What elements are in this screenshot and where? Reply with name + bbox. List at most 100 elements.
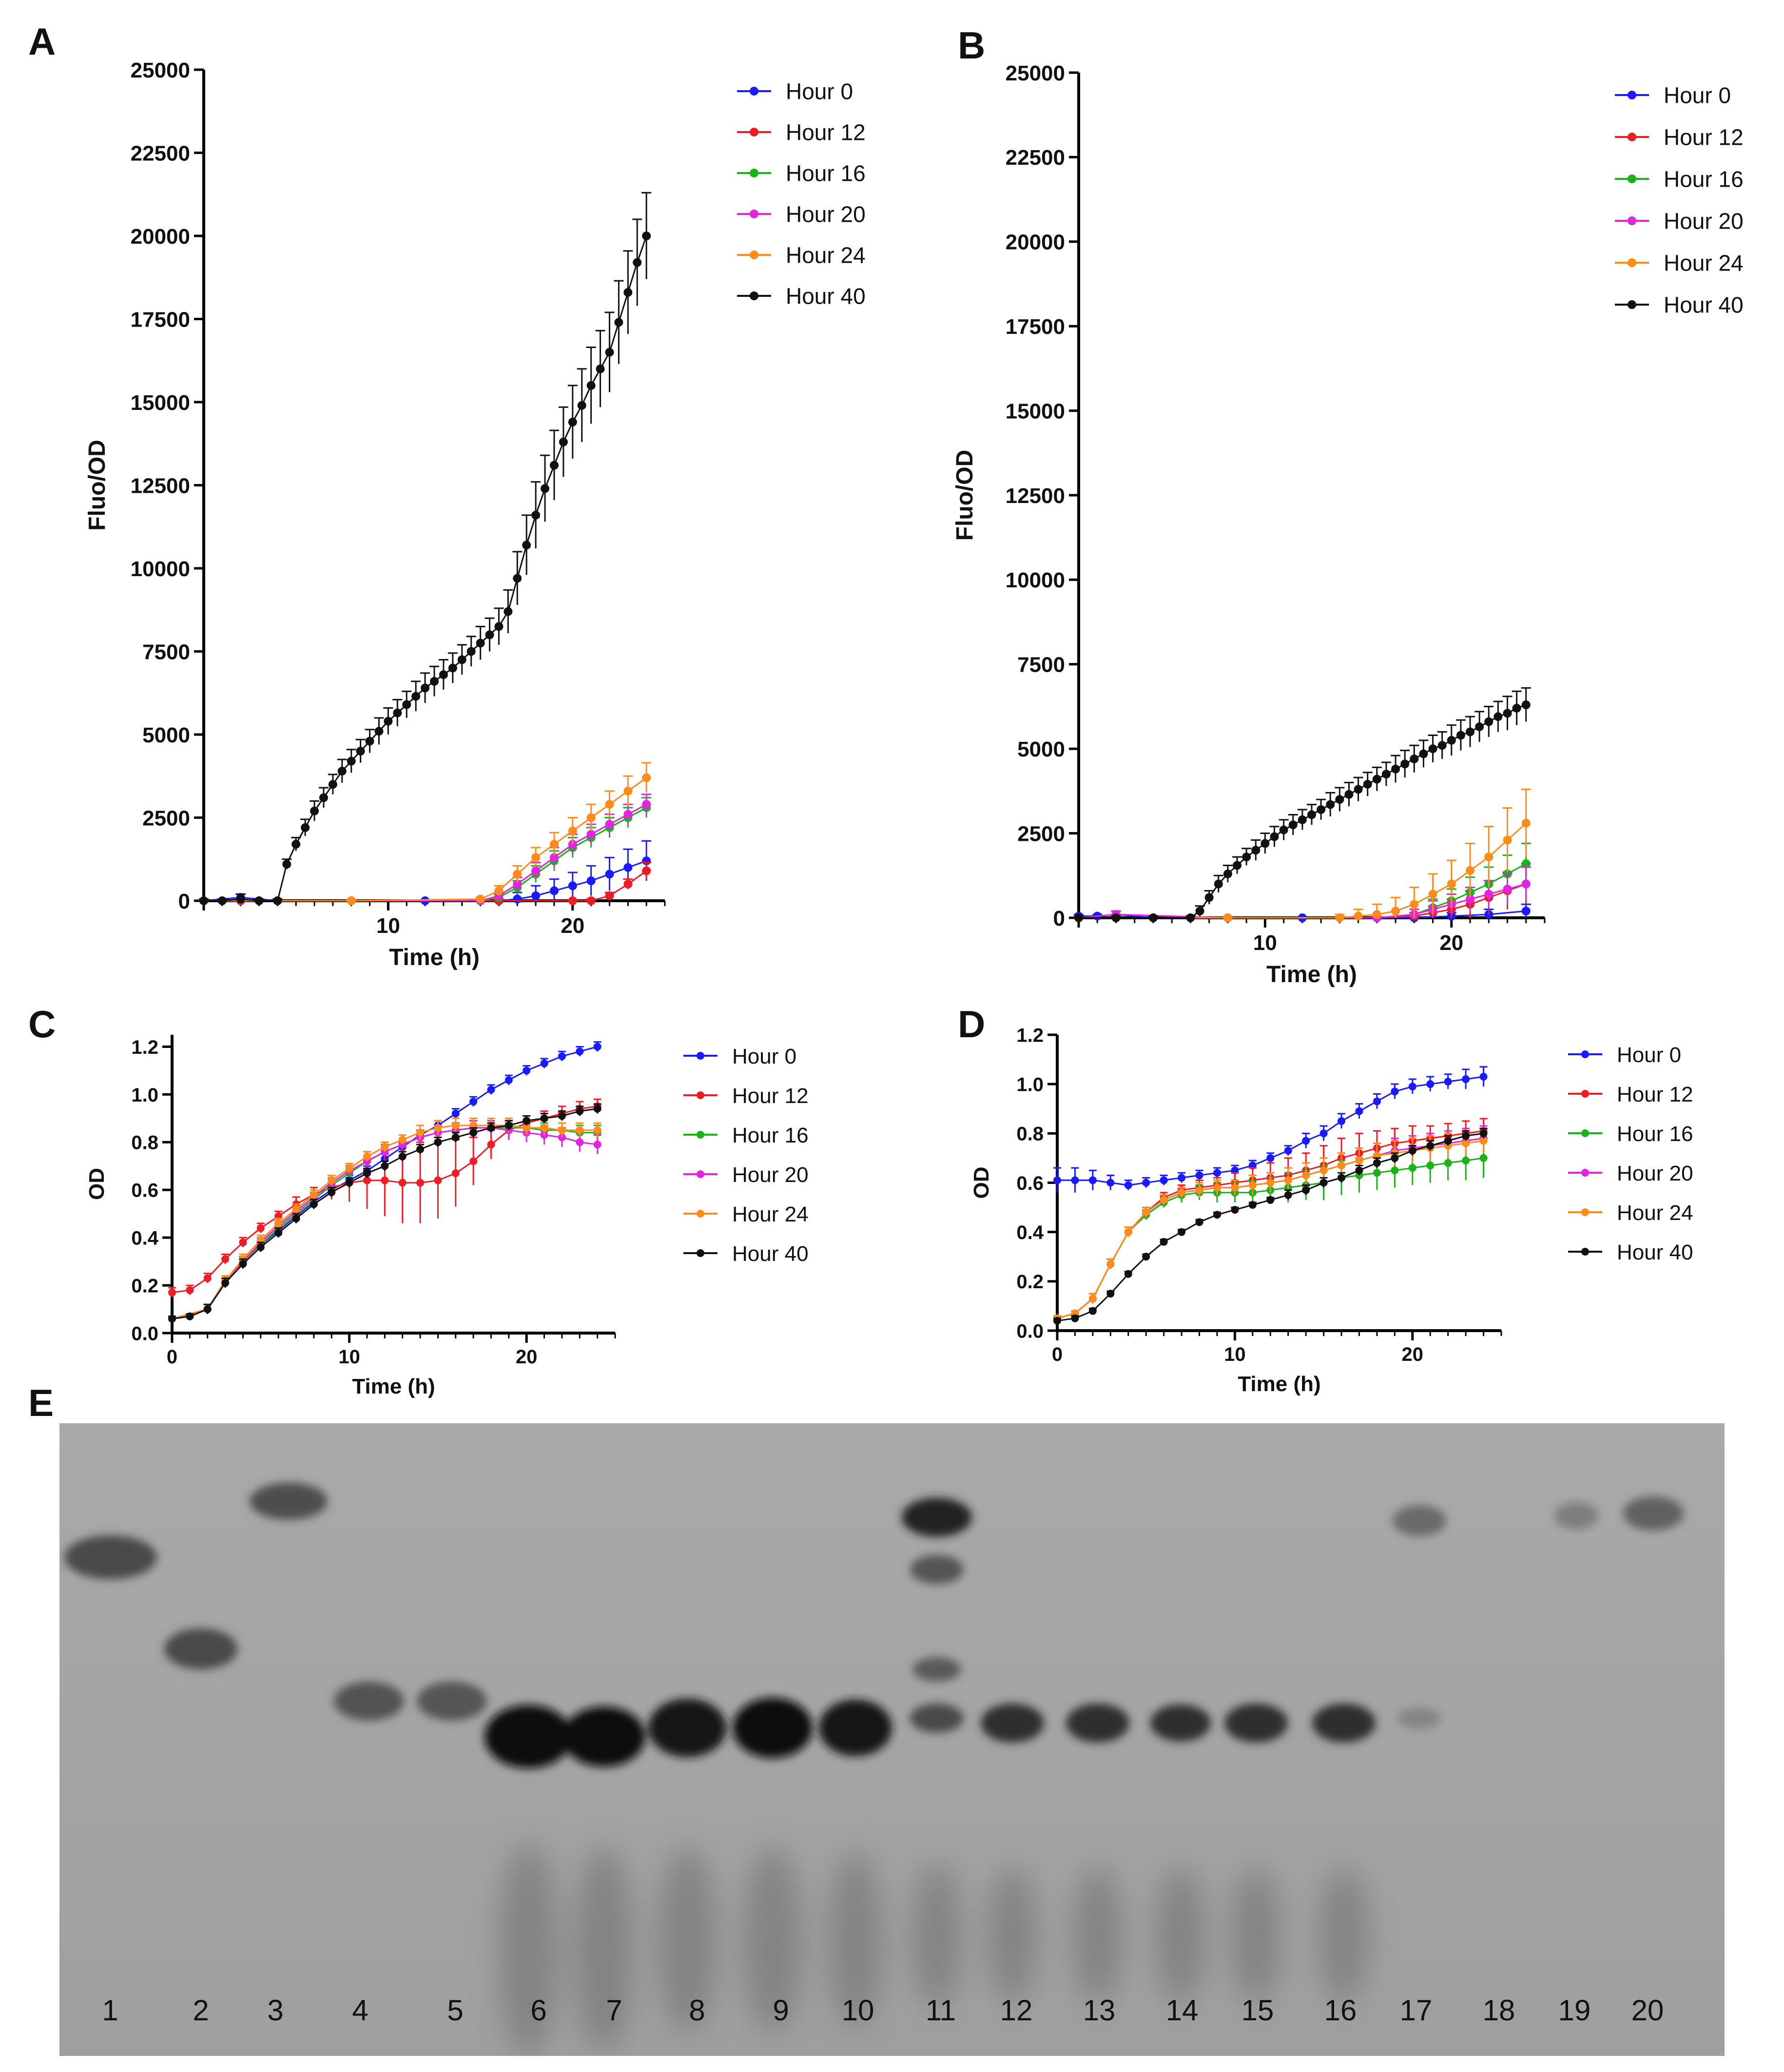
data-point xyxy=(1213,1169,1221,1177)
data-point xyxy=(593,1104,601,1113)
data-point xyxy=(1088,1295,1097,1303)
data-point xyxy=(568,417,577,426)
legend-label: Hour 0 xyxy=(1664,83,1731,108)
data-point xyxy=(1444,1137,1452,1145)
data-point xyxy=(1223,913,1232,922)
series-hour-40 xyxy=(1053,1127,1488,1325)
series-line xyxy=(204,803,647,902)
data-point xyxy=(1053,1176,1061,1184)
data-point xyxy=(558,1112,566,1120)
series-line xyxy=(1079,883,1527,919)
data-point xyxy=(549,840,559,849)
y-tick-label: 0.4 xyxy=(131,1228,158,1249)
data-point xyxy=(523,1066,531,1075)
data-point xyxy=(513,894,522,904)
data-point xyxy=(576,1138,584,1146)
gel-lane-label: 11 xyxy=(925,1994,956,2027)
data-point xyxy=(1391,907,1400,916)
series-hour-0 xyxy=(199,840,652,905)
data-point xyxy=(1111,913,1121,922)
data-point xyxy=(1462,1156,1470,1164)
data-point xyxy=(1338,1162,1346,1170)
gel-band-lane-12 xyxy=(981,1704,1044,1743)
data-point xyxy=(291,840,301,849)
data-point xyxy=(1475,722,1484,732)
data-point xyxy=(568,896,577,905)
gel-lane-label: 13 xyxy=(1083,1994,1116,2027)
data-point xyxy=(577,401,586,410)
data-point xyxy=(1266,1179,1275,1187)
series-hour-16 xyxy=(199,797,652,905)
data-point xyxy=(1512,703,1521,713)
data-point xyxy=(1148,913,1158,922)
data-point xyxy=(1088,1307,1097,1315)
y-tick-label: 25000 xyxy=(131,58,190,82)
gel-lane-label: 16 xyxy=(1324,1994,1357,2027)
data-point xyxy=(1462,1139,1470,1147)
legend-marker xyxy=(697,1052,704,1060)
x-tick-label: 10 xyxy=(1224,1344,1246,1365)
gel-band-lane-10 xyxy=(819,1700,892,1756)
legend-entry: Hour 24 xyxy=(1615,251,1744,276)
y-tick-label: 17500 xyxy=(1006,315,1065,339)
data-point xyxy=(1053,1317,1061,1325)
data-point xyxy=(1372,775,1381,784)
series-hour-40 xyxy=(168,1103,601,1323)
y-tick-label: 0.0 xyxy=(1016,1320,1044,1342)
data-point xyxy=(1479,1154,1488,1162)
data-point xyxy=(642,800,651,809)
gel-lane-label: 2 xyxy=(193,1994,209,2027)
data-point xyxy=(1204,893,1214,902)
data-point xyxy=(504,1076,513,1084)
data-point xyxy=(531,866,541,875)
data-point xyxy=(1195,1218,1203,1226)
data-point xyxy=(1335,913,1344,922)
series-hour-24 xyxy=(199,762,652,905)
data-point xyxy=(1344,790,1354,799)
gel-lane-label: 3 xyxy=(267,1994,284,2027)
data-point xyxy=(568,881,577,891)
y-tick-label: 25000 xyxy=(1006,61,1065,85)
gel-band-lane-7 xyxy=(562,1706,645,1767)
data-point xyxy=(1302,1137,1310,1145)
y-tick-label: 12500 xyxy=(1006,484,1065,508)
gel-smear xyxy=(743,1847,802,2033)
x-tick-label: 20 xyxy=(1402,1344,1424,1365)
data-point xyxy=(1186,913,1195,922)
legend-marker xyxy=(750,291,758,300)
chart-panel-d: 0.0 0.2 0.4 0.6 0.8 1.0 1.2 0 10 20 Time (h) OD Hour… xyxy=(970,1025,1693,1396)
y-tick-label: 7500 xyxy=(1017,653,1065,677)
data-point xyxy=(186,1286,194,1294)
data-point xyxy=(540,1059,548,1067)
data-point xyxy=(623,288,633,297)
series-line xyxy=(1079,863,1527,919)
data-point xyxy=(1391,764,1400,774)
data-point xyxy=(239,1238,247,1246)
series-hour-24 xyxy=(168,1117,601,1323)
data-point xyxy=(1266,1154,1275,1162)
gel-lane-label: 18 xyxy=(1482,1994,1515,2027)
gel-lane-label: 17 xyxy=(1399,1994,1433,2027)
data-point xyxy=(402,700,411,709)
data-point xyxy=(1373,1159,1381,1167)
x-tick-label: 10 xyxy=(376,914,400,938)
gel-band-lane-2 xyxy=(164,1628,237,1669)
data-point xyxy=(576,1126,584,1134)
y-tick-label: 2500 xyxy=(1017,822,1065,846)
legend-marker xyxy=(1581,1248,1589,1256)
gel-band-lane-13 xyxy=(1066,1704,1129,1743)
legend-entry: Hour 16 xyxy=(1568,1122,1693,1146)
panel-label-b: B xyxy=(958,24,985,67)
data-point xyxy=(451,1109,460,1118)
data-point xyxy=(1462,1132,1470,1140)
panel-label-a: A xyxy=(28,20,56,63)
gel-band-lane-15 xyxy=(1224,1704,1288,1743)
data-point xyxy=(1391,1166,1399,1175)
data-point xyxy=(1317,805,1326,814)
data-point xyxy=(1338,1174,1346,1182)
y-tick-label: 0 xyxy=(1053,907,1065,930)
legend-label: Hour 20 xyxy=(786,202,866,227)
gel-band-lane-11-low xyxy=(912,1657,961,1682)
data-point xyxy=(451,1133,460,1142)
